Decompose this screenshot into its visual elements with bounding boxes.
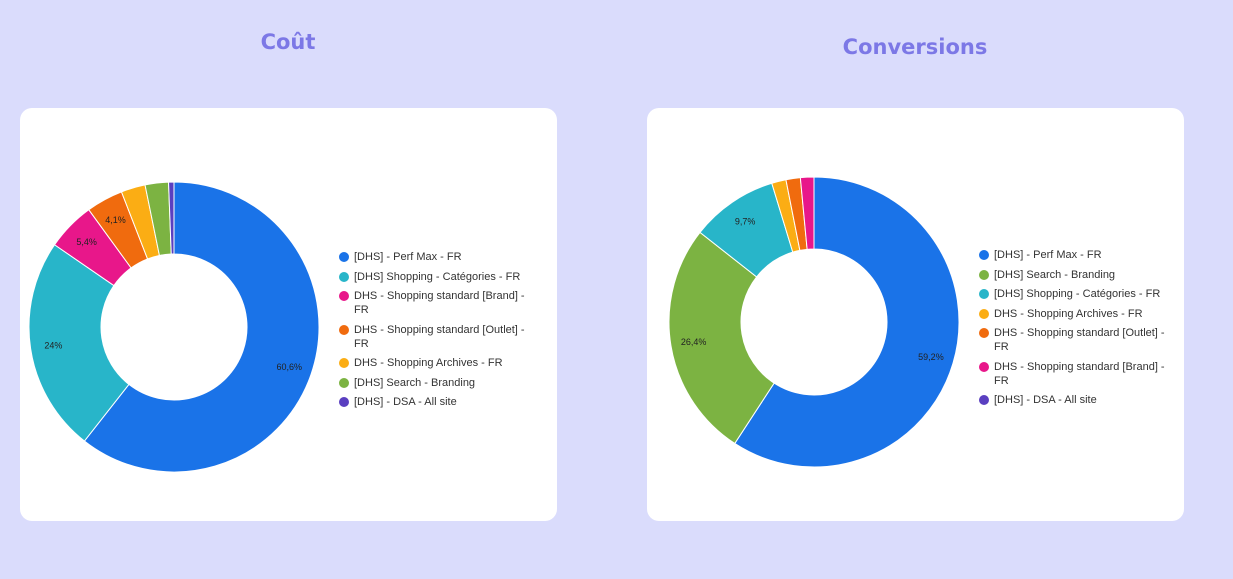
legend-label: DHS - Shopping standard [Outlet] - FR — [354, 323, 525, 350]
legend-swatch-icon — [979, 361, 989, 372]
legend-item-conversions-6[interactable]: [DHS] - DSA - All site — [979, 393, 1179, 407]
chart-card-conversions: 59,2% 26,4% 9,7% [DHS] - Perf Max - FR [DHS… — [647, 108, 1184, 521]
legend-swatch-icon — [979, 250, 989, 260]
legend-swatch-icon — [339, 271, 349, 282]
slice-cost-0[interactable] — [83, 181, 320, 473]
legend-label: DHS - Shopping standard [Brand] - FR — [354, 290, 525, 316]
legend-label: [DHS] Shopping - Catégories - FR — [994, 288, 1161, 300]
legend-swatch-icon — [979, 395, 989, 405]
slice-label-cost-0: 60,6% — [277, 362, 303, 372]
legend-swatch-icon — [339, 358, 349, 368]
legend-item-cost-4[interactable]: DHS - Shopping Archives - FR — [339, 356, 539, 370]
legend-cost: [DHS] - Perf Max - FR [DHS] Shopping - Ca… — [339, 250, 539, 415]
slice-label-cost-2: 5,4% — [76, 237, 97, 247]
slice-label-conversions-0: 59,2% — [918, 352, 944, 362]
legend-item-cost-2[interactable]: DHS - Shopping standard [Brand] - FR — [339, 289, 539, 317]
donut-chart-conversions: 59,2% 26,4% 9,7% — [668, 176, 960, 468]
legend-item-conversions-3[interactable]: DHS - Shopping Archives - FR — [979, 307, 1179, 321]
legend-item-cost-5[interactable]: [DHS] Search - Branding — [339, 376, 539, 390]
legend-swatch-icon — [339, 252, 349, 262]
slice-conversions-5[interactable] — [799, 176, 815, 250]
legend-swatch-icon — [339, 377, 349, 388]
donut-chart-cost: 60,6% 24% 5,4% 4,1% — [28, 181, 320, 473]
legend-swatch-icon — [979, 308, 989, 319]
slice-label-conversions-2: 9,7% — [735, 216, 756, 226]
legend-label: [DHS] Search - Branding — [994, 268, 1116, 281]
legend-label: DHS - Shopping Archives - FR — [354, 357, 503, 369]
legend-label: [DHS] Search - Branding — [354, 376, 476, 389]
legend-item-cost-6[interactable]: [DHS] - DSA - All site — [339, 395, 539, 409]
legend-label: [DHS] - DSA - All site — [994, 394, 1097, 406]
legend-swatch-icon — [979, 269, 989, 280]
chart-title-conversions: Conversions — [842, 35, 988, 59]
chart-card-cost: 60,6% 24% 5,4% 4,1% [DHS] - Perf Max - FR [D… — [20, 108, 557, 521]
legend-item-conversions-2[interactable]: [DHS] Shopping - Catégories - FR — [979, 287, 1179, 301]
legend-label: DHS - Shopping standard [Brand] - FR — [994, 360, 1165, 387]
legend-swatch-icon — [979, 328, 989, 338]
legend-conversions: [DHS] - Perf Max - FR [DHS] Search - Bran… — [979, 248, 1179, 413]
slice-label-cost-3: 4,1% — [105, 215, 126, 225]
legend-swatch-icon — [339, 291, 349, 301]
legend-item-conversions-1[interactable]: [DHS] Search - Branding — [979, 268, 1179, 282]
legend-label: [DHS] - DSA - All site — [354, 396, 457, 408]
legend-label: [DHS] - Perf Max - FR — [994, 249, 1102, 261]
slice-conversions-1[interactable] — [668, 231, 775, 445]
legend-label: [DHS] Shopping - Catégories - FR — [354, 270, 521, 283]
chart-title-cost: Coût — [260, 30, 316, 54]
slice-cost-1[interactable] — [28, 244, 130, 442]
legend-label: DHS - Shopping Archives - FR — [994, 307, 1143, 320]
legend-item-cost-0[interactable]: [DHS] - Perf Max - FR — [339, 250, 539, 264]
legend-item-conversions-5[interactable]: DHS - Shopping standard [Brand] - FR — [979, 360, 1179, 388]
slice-conversions-0[interactable] — [734, 176, 960, 468]
legend-swatch-icon — [339, 324, 349, 335]
legend-item-conversions-4[interactable]: DHS - Shopping standard [Outlet] - FR — [979, 326, 1179, 354]
legend-item-conversions-0[interactable]: [DHS] - Perf Max - FR — [979, 248, 1179, 262]
legend-item-cost-3[interactable]: DHS - Shopping standard [Outlet] - FR — [339, 323, 539, 351]
legend-swatch-icon — [979, 289, 989, 299]
legend-swatch-icon — [339, 397, 349, 407]
slice-label-cost-1: 24% — [44, 340, 62, 350]
legend-label: DHS - Shopping standard [Outlet] - FR — [994, 327, 1165, 353]
slice-label-conversions-1: 26,4% — [681, 337, 707, 347]
slice-cost-6[interactable] — [168, 181, 175, 255]
legend-label: [DHS] - Perf Max - FR — [354, 251, 462, 263]
legend-item-cost-1[interactable]: [DHS] Shopping - Catégories - FR — [339, 270, 539, 284]
